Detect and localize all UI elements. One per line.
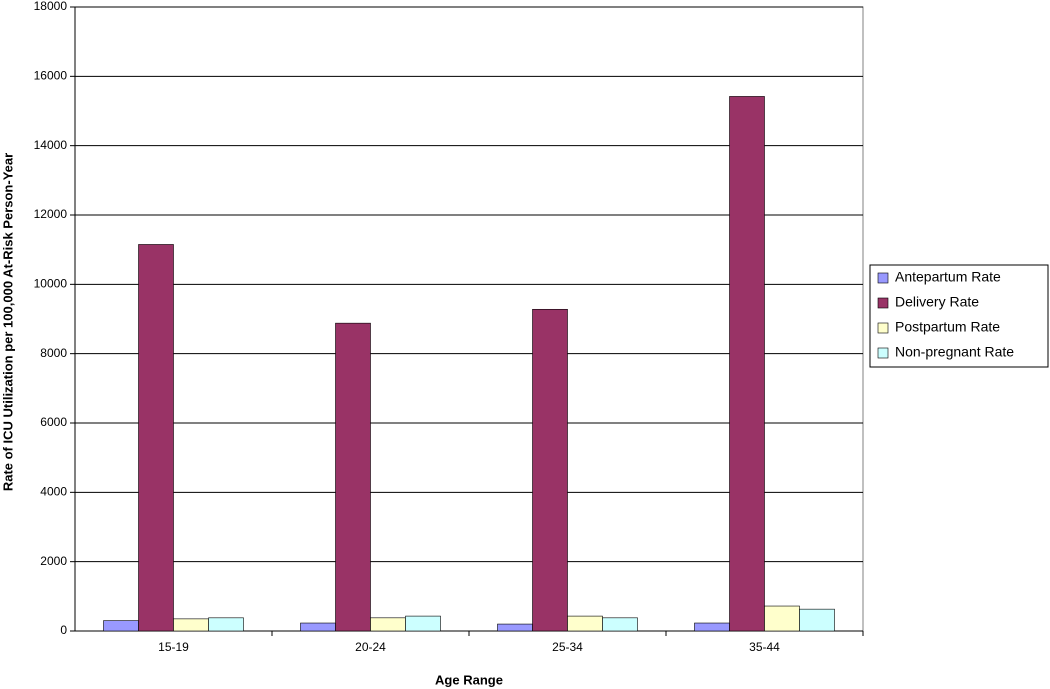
x-tick-label: 35-44 [749, 640, 780, 654]
x-axis-title: Age Range [435, 672, 503, 687]
y-tick-label: 8000 [40, 346, 67, 360]
x-tick-label: 15-19 [158, 640, 189, 654]
y-tick-label: 4000 [40, 485, 67, 499]
y-tick-label: 14000 [34, 138, 68, 152]
bar [173, 618, 209, 632]
bar [300, 622, 336, 632]
bar [208, 617, 244, 632]
bar [138, 244, 174, 632]
bar [405, 615, 441, 632]
y-tick-label: 12000 [34, 207, 68, 221]
legend-swatch [877, 272, 889, 284]
y-tick-label: 10000 [34, 277, 68, 291]
bar [532, 308, 568, 632]
y-tick-label: 18000 [34, 0, 68, 13]
x-tick-label: 25-34 [552, 640, 583, 654]
legend-box [869, 264, 1049, 368]
bar [370, 617, 406, 632]
bar [799, 608, 835, 632]
legend-label: Non-pregnant Rate [895, 344, 1014, 360]
bar [335, 322, 371, 632]
y-tick-label: 16000 [34, 69, 68, 83]
bar [602, 617, 638, 632]
bar [729, 96, 765, 632]
bar [567, 615, 603, 632]
legend-label: Delivery Rate [895, 294, 979, 310]
legend-label: Postpartum Rate [895, 319, 1000, 335]
bar [497, 623, 533, 632]
y-tick-label: 6000 [40, 415, 67, 429]
bar [103, 620, 139, 632]
legend-label: Antepartum Rate [895, 269, 1001, 285]
bar [694, 622, 730, 632]
legend-swatch [877, 347, 889, 359]
x-tick-label: 20-24 [355, 640, 386, 654]
legend-swatch [877, 322, 889, 334]
legend-swatch [877, 297, 889, 309]
y-axis-title: Rate of ICU Utilization per 100,000 At-R… [0, 153, 15, 491]
bar [764, 605, 800, 632]
y-tick-label: 0 [60, 623, 67, 637]
y-tick-label: 2000 [40, 554, 67, 568]
